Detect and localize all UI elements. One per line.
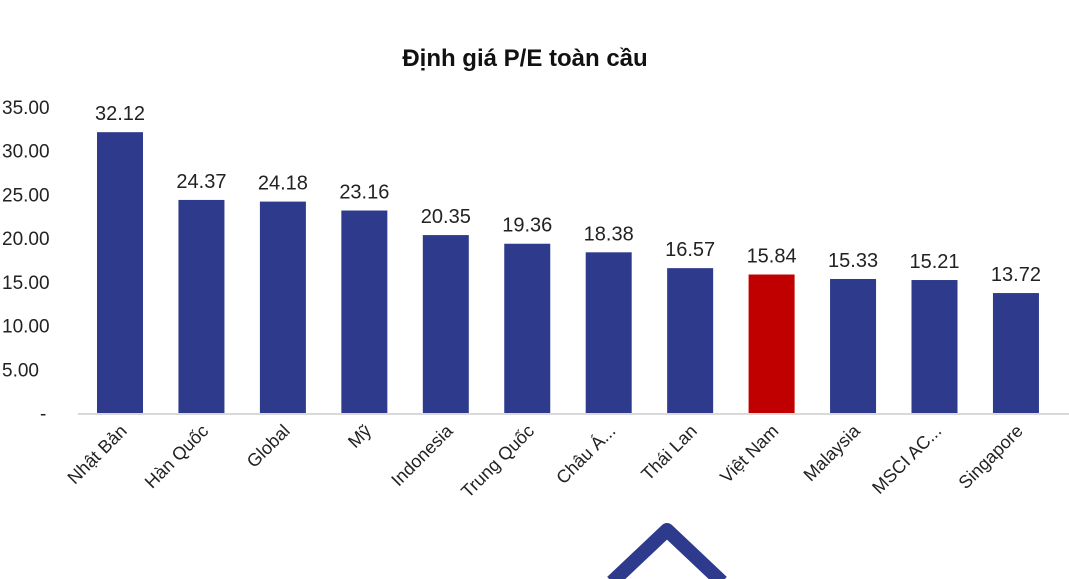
chevron-up-icon[interactable] (607, 523, 727, 579)
chart-title: Định giá P/E toàn cầu (402, 45, 647, 72)
bars (97, 132, 1039, 413)
data-label: 24.18 (258, 173, 308, 195)
bar-7 (667, 268, 714, 413)
x-tick-label: Hàn Quốc (141, 421, 212, 492)
bar-6 (585, 252, 632, 413)
x-tick-label: Châu Á... (552, 421, 619, 488)
x-tick-label: Nhật Bản (64, 421, 131, 488)
data-label: 23.16 (339, 182, 389, 204)
x-tick-label: Trung Quốc (457, 421, 538, 502)
data-label: 13.72 (991, 264, 1041, 286)
y-tick-label: 10.00 (2, 317, 50, 338)
data-label: 16.57 (665, 239, 715, 261)
y-tick-label: 5.00 (2, 360, 39, 381)
y-tick-label: - (40, 404, 46, 425)
y-tick-label: 15.00 (2, 273, 50, 294)
x-tick-label: Mỹ (344, 421, 375, 452)
bar-8 (748, 274, 795, 413)
data-label: 20.35 (421, 206, 471, 228)
x-tick-label: Thái Lan (637, 421, 701, 485)
bar-1 (178, 199, 225, 413)
bar-2 (259, 201, 306, 413)
y-tick-label: 30.00 (2, 142, 50, 163)
x-tick-label: Indonesia (387, 420, 457, 490)
bar-10 (911, 280, 958, 413)
data-label: 15.33 (828, 250, 878, 272)
y-tick-label: 20.00 (2, 229, 50, 250)
x-tick-label: MSCI AC... (868, 421, 945, 498)
bar-11 (992, 293, 1039, 413)
bar-5 (504, 243, 551, 413)
x-tick-label: Global (243, 421, 294, 472)
bar-9 (830, 278, 877, 413)
bar-3 (341, 210, 388, 413)
x-tick-label: Việt Nam (716, 421, 782, 487)
y-tick-label: 35.00 (2, 98, 50, 119)
data-label: 15.21 (909, 251, 959, 273)
bar-0 (97, 132, 143, 413)
x-tick-label: Singapore (955, 421, 1027, 493)
data-label: 32.12 (95, 103, 145, 125)
bar-4 (422, 235, 469, 413)
x-tick-label: Malaysia (800, 420, 865, 485)
y-axis: - 5.00 10.00 15.00 20.00 25.00 30.00 35.00 (2, 98, 50, 425)
y-tick-label: 25.00 (2, 185, 50, 206)
data-label: 24.37 (176, 171, 226, 193)
data-label: 18.38 (584, 223, 634, 245)
data-labels: 32.12 24.37 24.18 23.16 20.35 19.36 18.38 16.57… (95, 103, 1041, 286)
data-label: 15.84 (747, 246, 797, 268)
x-axis-labels: Nhật Bản Hàn Quốc Global Mỹ Indonesia Trung Q… (64, 420, 1027, 502)
data-label: 19.36 (502, 215, 552, 237)
